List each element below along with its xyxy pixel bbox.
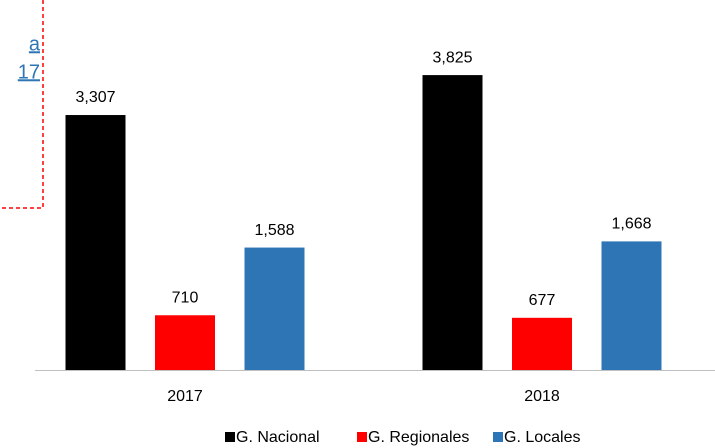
value-label: 3,825 [432,49,472,66]
bar [155,315,215,370]
bar [512,317,572,370]
value-label: 3,307 [75,89,115,106]
legend-label: G. Regionales [368,429,469,446]
legend-swatch [225,432,235,442]
value-label: 710 [172,289,199,306]
x-tick-label: 2017 [167,388,203,405]
value-label: 1,668 [611,216,651,233]
note-text[interactable]: 17 [18,61,40,83]
legend-swatch [357,432,367,442]
bar [422,75,483,370]
bar [601,241,662,370]
legend-label: G. Locales [504,429,580,446]
note-box [0,0,44,209]
value-label: 1,588 [254,222,294,239]
legend-swatch [493,432,503,442]
note-text[interactable]: a [29,33,41,55]
x-tick-label: 2018 [524,388,560,405]
bar [65,115,126,370]
value-label: 677 [529,292,556,309]
bar [244,247,305,370]
legend-label: G. Nacional [236,429,320,446]
